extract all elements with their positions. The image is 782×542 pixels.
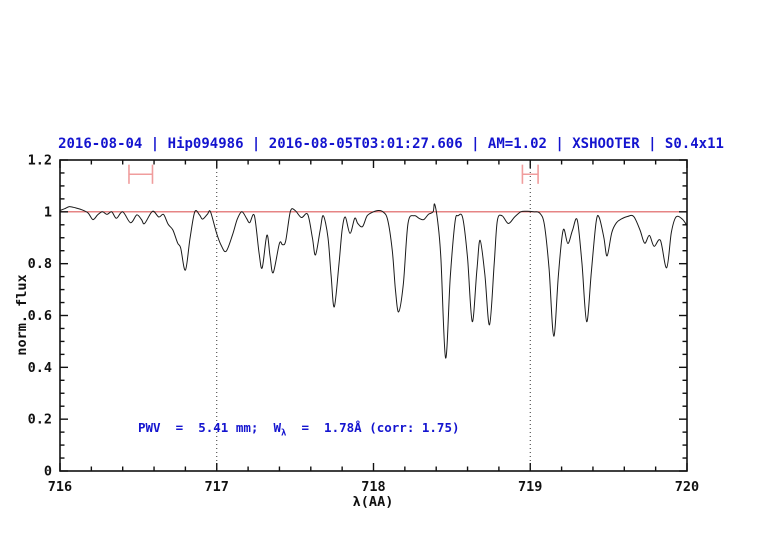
- x-tick-label-719: 719: [518, 479, 542, 495]
- y-axis-label: norm. flux: [14, 274, 30, 356]
- pwv-annotation-pre: PWV = 5.41 mm; W: [138, 420, 281, 435]
- plot-title: 2016-08-04 | Hip094986 | 2016-08-05T03:0…: [58, 136, 724, 152]
- spectrum-line: [59, 203, 688, 359]
- y-tick-label-0.2: 0.2: [28, 412, 52, 428]
- y-tick-label-0.8: 0.8: [28, 256, 52, 272]
- pwv-annotation-sub-lambda: λ: [281, 428, 287, 439]
- y-tick-label-0: 0: [44, 464, 52, 480]
- x-tick-label-716: 716: [48, 479, 72, 495]
- y-tick-label-0.4: 0.4: [28, 360, 52, 376]
- y-tick-label-1: 1: [44, 204, 52, 220]
- pwv-annotation-post: = 1.78Å (corr: 1.75): [286, 420, 460, 435]
- y-tick-label-1.2: 1.2: [28, 153, 52, 169]
- pwv-annotation: PWV = 5.41 mm; Wλ = 1.78Å (corr: 1.75): [138, 420, 460, 439]
- x-axis-label: λ(AA): [352, 494, 394, 510]
- x-tick-label-717: 717: [205, 479, 229, 495]
- y-tick-label-0.6: 0.6: [28, 308, 52, 324]
- x-tick-label-718: 718: [361, 479, 385, 495]
- x-tick-label-720: 720: [675, 479, 699, 495]
